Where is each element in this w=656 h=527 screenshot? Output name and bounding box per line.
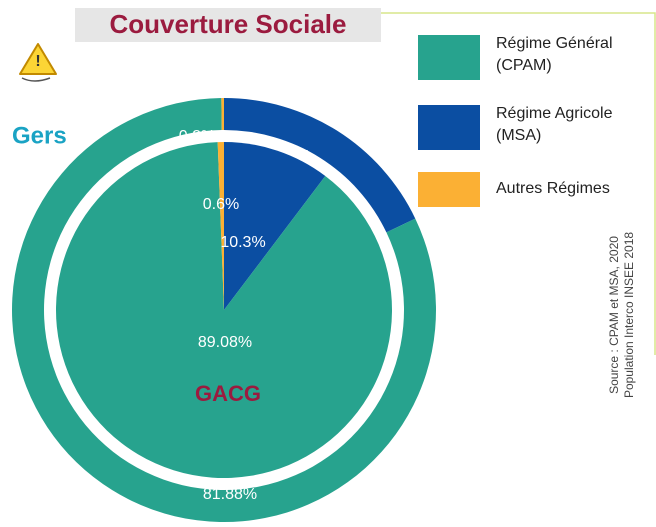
pie-slice — [224, 98, 416, 233]
title-box — [75, 8, 381, 42]
data-label: 89.08% — [198, 334, 252, 351]
pie-slice — [224, 142, 326, 310]
legend-label: Autres Régimes — [496, 180, 610, 197]
data-label: 0.2% — [179, 128, 215, 145]
pie-slice — [217, 142, 224, 310]
pie-slice — [55, 142, 392, 479]
ring-name: GACG — [195, 381, 261, 406]
legend-swatch — [418, 172, 480, 207]
warning-icon: ! — [19, 43, 57, 82]
chart-title: Couverture Sociale — [110, 9, 347, 39]
frame-line — [380, 12, 656, 355]
legend-swatch — [418, 35, 480, 80]
svg-text:!: ! — [35, 53, 40, 70]
ring-name: Gers — [12, 122, 67, 149]
data-label: 81.88% — [203, 486, 257, 503]
pie-slice — [221, 98, 224, 131]
data-label: 10.3% — [220, 234, 265, 251]
source-note: Population Interco INSEE 2018 — [622, 232, 636, 398]
legend-swatch — [418, 105, 480, 150]
data-label: 0.6% — [203, 196, 239, 213]
legend-label: Régime Agricole (MSA) — [496, 105, 613, 144]
source: Source : CPAM et MSA, 2020 — [607, 236, 621, 394]
legend-label: Régime Général (CPAM) — [496, 35, 613, 74]
